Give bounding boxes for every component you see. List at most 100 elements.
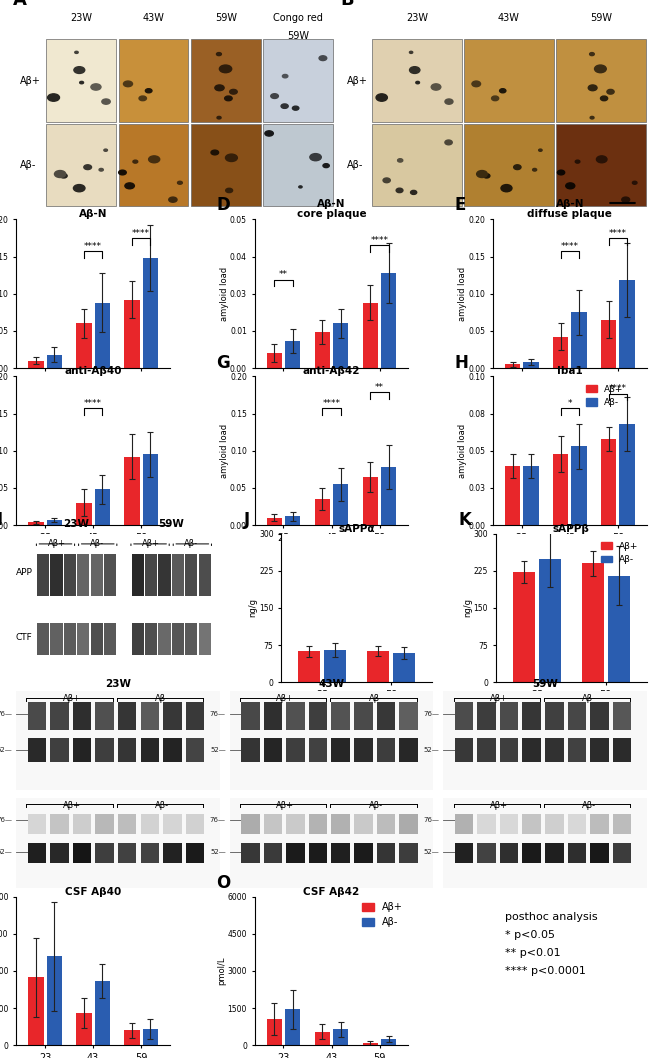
Circle shape: [597, 156, 607, 163]
Circle shape: [125, 183, 135, 188]
Bar: [50, 815, 69, 834]
Bar: [241, 703, 259, 730]
Bar: [140, 738, 159, 762]
Bar: [601, 439, 616, 525]
Bar: [477, 843, 496, 863]
Circle shape: [601, 96, 608, 101]
Text: **: **: [279, 270, 288, 279]
Bar: [286, 738, 305, 762]
Text: 76—: 76—: [0, 817, 12, 823]
Text: ****: ****: [561, 242, 579, 251]
Bar: [513, 572, 535, 682]
Bar: [381, 468, 396, 525]
Title: Aβ-N: Aβ-N: [79, 209, 107, 219]
Bar: [545, 738, 564, 762]
Bar: [613, 843, 631, 863]
Y-axis label: ng/g: ng/g: [248, 599, 257, 617]
Bar: [372, 124, 462, 206]
Bar: [145, 623, 157, 655]
Bar: [118, 703, 136, 730]
Bar: [332, 843, 350, 863]
Bar: [104, 554, 116, 596]
Bar: [567, 815, 586, 834]
Bar: [266, 353, 282, 368]
Bar: [266, 517, 282, 525]
Bar: [104, 623, 116, 655]
Bar: [377, 843, 395, 863]
Circle shape: [539, 149, 542, 151]
Bar: [332, 703, 350, 730]
Circle shape: [55, 170, 66, 178]
Bar: [333, 1029, 348, 1045]
Circle shape: [216, 53, 222, 56]
Circle shape: [80, 81, 84, 84]
Bar: [377, 815, 395, 834]
Text: 59W: 59W: [590, 13, 612, 22]
Bar: [142, 258, 158, 368]
Bar: [118, 39, 188, 122]
Bar: [556, 39, 645, 122]
Y-axis label: amyloid load: amyloid load: [458, 267, 467, 321]
Circle shape: [60, 174, 67, 178]
Text: 59W: 59W: [158, 519, 184, 529]
Bar: [454, 738, 473, 762]
Bar: [285, 1009, 300, 1045]
Bar: [241, 843, 259, 863]
Bar: [131, 623, 144, 655]
Y-axis label: amyloid load: amyloid load: [458, 423, 467, 478]
Bar: [264, 815, 282, 834]
Bar: [163, 738, 181, 762]
Text: Aβ+: Aβ+: [62, 801, 81, 809]
Bar: [285, 342, 300, 368]
Bar: [567, 703, 586, 730]
Bar: [315, 1032, 330, 1045]
Y-axis label: amyloid load: amyloid load: [220, 267, 229, 321]
Bar: [286, 703, 305, 730]
Circle shape: [632, 181, 637, 184]
Bar: [286, 815, 305, 834]
Text: Aβ+: Aβ+: [489, 801, 508, 809]
Circle shape: [84, 165, 92, 169]
Legend: Aβ+, Aβ-: Aβ+, Aβ-: [597, 539, 642, 568]
Bar: [399, 703, 418, 730]
Bar: [324, 650, 346, 682]
Circle shape: [146, 89, 152, 93]
Title: sAPPα: sAPPα: [339, 524, 375, 533]
Bar: [553, 454, 568, 525]
Bar: [567, 843, 586, 863]
Bar: [73, 738, 91, 762]
Bar: [613, 738, 631, 762]
Bar: [91, 623, 103, 655]
Circle shape: [491, 96, 499, 101]
Bar: [354, 843, 372, 863]
Circle shape: [299, 186, 302, 188]
Bar: [571, 446, 587, 525]
Bar: [523, 738, 541, 762]
Bar: [354, 738, 372, 762]
Circle shape: [484, 174, 490, 178]
Bar: [37, 554, 49, 596]
Bar: [354, 815, 372, 834]
Bar: [163, 843, 181, 863]
Bar: [285, 516, 300, 525]
Circle shape: [398, 159, 403, 162]
Circle shape: [500, 89, 506, 93]
Bar: [399, 738, 418, 762]
Text: ****: ****: [609, 229, 627, 238]
Circle shape: [119, 170, 126, 175]
Bar: [545, 703, 564, 730]
Bar: [163, 815, 181, 834]
Bar: [601, 320, 616, 368]
Bar: [118, 815, 136, 834]
Y-axis label: amyloid load: amyloid load: [220, 423, 229, 478]
Bar: [590, 815, 609, 834]
Text: APP: APP: [16, 568, 32, 577]
Bar: [500, 703, 519, 730]
Bar: [464, 39, 554, 122]
Text: Aβ-: Aβ-: [90, 540, 104, 548]
Bar: [96, 703, 114, 730]
Legend: Aβ+, Aβ-: Aβ+, Aβ-: [582, 381, 627, 411]
Title: Aβ-N
core plaque: Aβ-N core plaque: [296, 199, 367, 219]
Bar: [477, 703, 496, 730]
Text: Aβ+: Aβ+: [276, 694, 294, 703]
